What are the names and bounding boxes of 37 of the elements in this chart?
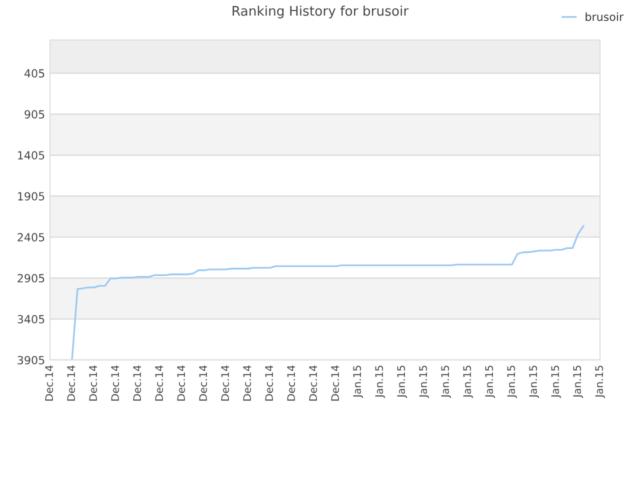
x-tick-label: Jan.15 bbox=[419, 366, 429, 398]
x-tick-label: Dec.14 bbox=[331, 365, 340, 401]
legend-label: brusoir bbox=[586, 12, 624, 21]
x-tick-label: Dec.14 bbox=[177, 365, 186, 401]
x-tick-label: Jan.15 bbox=[441, 366, 451, 398]
y-tick-label: 2905 bbox=[18, 274, 44, 282]
x-tick-label: Jan.15 bbox=[573, 366, 583, 398]
y-tick-label: 3405 bbox=[18, 315, 44, 324]
x-tick-label: Dec.14 bbox=[89, 365, 98, 401]
x-tick-label: Dec.14 bbox=[265, 365, 274, 401]
x-tick-label: Jan.15 bbox=[353, 366, 363, 398]
x-tick-label: Dec.14 bbox=[155, 365, 164, 401]
x-tick-label: Dec.14 bbox=[287, 365, 296, 401]
x-tick-label: Jan.15 bbox=[485, 366, 495, 398]
y-tick-label: 1905 bbox=[18, 192, 44, 200]
y-tick-label: 1405 bbox=[18, 151, 44, 160]
x-tick-label: Jan.15 bbox=[529, 366, 539, 398]
x-tick-label: Dec.14 bbox=[45, 365, 54, 401]
x-tick-label: Jan.15 bbox=[375, 366, 385, 398]
x-tick-label: Jan.15 bbox=[551, 366, 561, 398]
y-tick-label: 3905 bbox=[18, 356, 44, 364]
y-tick-label: 2405 bbox=[18, 233, 44, 242]
x-tick-label: Jan.15 bbox=[397, 366, 407, 398]
line-series bbox=[71, 225, 584, 360]
x-tick-label: Jan.15 bbox=[463, 366, 473, 398]
x-tick-label: Dec.14 bbox=[221, 365, 230, 401]
y-tick-label: 405 bbox=[24, 69, 44, 78]
x-tick-label: Dec.14 bbox=[67, 365, 76, 401]
chart-title: Ranking History for brusoir bbox=[232, 6, 409, 18]
x-tick-label: Dec.14 bbox=[243, 365, 252, 401]
x-tick-label: Jan.15 bbox=[595, 366, 605, 398]
x-tick-label: Dec.14 bbox=[199, 365, 208, 401]
x-tick-label: Dec.14 bbox=[309, 365, 318, 401]
y-tick-label: 905 bbox=[24, 110, 44, 119]
x-tick-label: Dec.14 bbox=[133, 365, 142, 401]
x-tick-label: Jan.15 bbox=[507, 366, 517, 398]
x-tick-label: Dec.14 bbox=[111, 365, 120, 401]
